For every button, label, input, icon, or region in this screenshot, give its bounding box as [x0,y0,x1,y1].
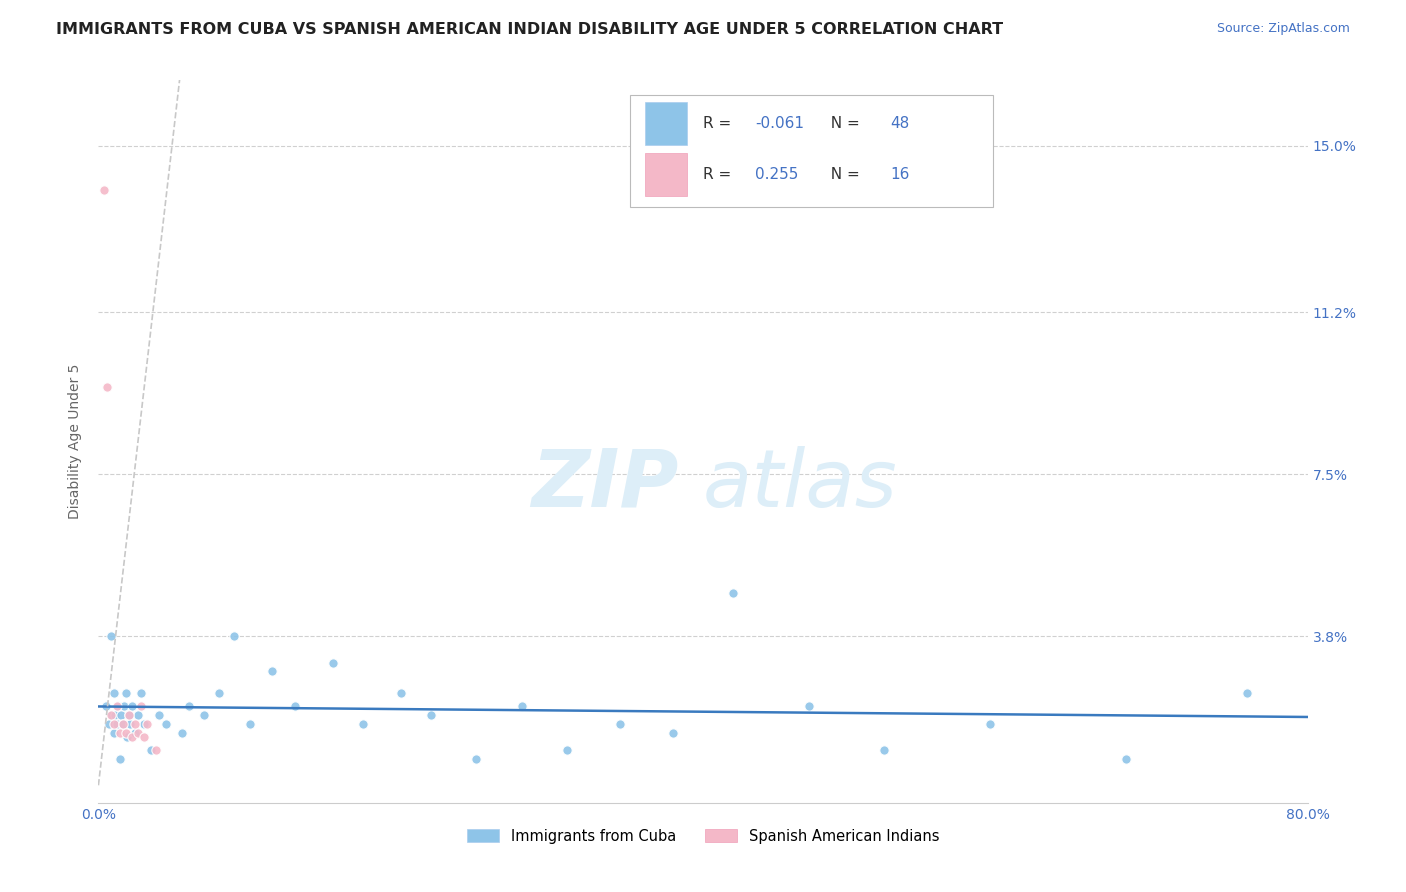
Point [118,708,141,723]
Text: N =: N = [821,116,865,131]
Point [132,730,155,744]
Point [96,380,118,394]
Point [420,708,443,723]
Point [110,708,132,723]
Point [94,699,117,714]
Point [661,725,683,739]
Point [389,686,412,700]
Point [121,699,143,714]
Point [284,699,307,714]
Point [129,699,152,714]
Point [1236,686,1258,700]
Point [105,717,128,731]
Point [239,717,262,731]
Point [129,686,152,700]
Point [104,708,127,723]
Point [141,743,163,757]
Text: 0.255: 0.255 [755,167,799,182]
Point [873,743,896,757]
Point [115,730,138,744]
Point [979,717,1001,731]
Point [555,743,578,757]
FancyBboxPatch shape [645,153,688,196]
Point [179,699,201,714]
Point [111,717,134,731]
Text: atlas: atlas [703,446,898,524]
Text: ZIP: ZIP [531,446,679,524]
Legend: Immigrants from Cuba, Spanish American Indians: Immigrants from Cuba, Spanish American I… [461,823,945,850]
FancyBboxPatch shape [630,95,993,207]
Point [224,629,246,643]
Point [105,699,128,714]
Y-axis label: Disability Age Under 5: Disability Age Under 5 [69,364,83,519]
Point [121,730,143,744]
Point [124,725,146,739]
Point [193,708,215,723]
Point [797,699,820,714]
Point [322,656,344,670]
Point [262,665,284,679]
Point [609,717,631,731]
Point [1115,752,1137,766]
Point [100,629,122,643]
Point [103,725,125,739]
Point [352,717,374,731]
Point [124,717,146,731]
Point [114,686,136,700]
Point [120,717,142,731]
Text: -0.061: -0.061 [755,116,804,131]
Text: 16: 16 [890,167,910,182]
Point [108,752,131,766]
Point [510,699,533,714]
Point [103,717,125,731]
Point [100,708,122,723]
Point [465,752,488,766]
Point [127,708,149,723]
Point [98,717,121,731]
Text: 48: 48 [890,116,910,131]
Point [208,686,231,700]
Text: Source: ZipAtlas.com: Source: ZipAtlas.com [1216,22,1350,36]
FancyBboxPatch shape [645,102,688,145]
Point [107,699,129,714]
Point [127,725,149,739]
Point [132,717,155,731]
Text: R =: R = [703,167,737,182]
Point [103,686,125,700]
Text: N =: N = [821,167,865,182]
Point [93,183,115,197]
Point [114,725,136,739]
Point [111,717,134,731]
Point [155,717,177,731]
Point [101,708,124,723]
Point [108,725,131,739]
Point [145,743,167,757]
Text: IMMIGRANTS FROM CUBA VS SPANISH AMERICAN INDIAN DISABILITY AGE UNDER 5 CORRELATI: IMMIGRANTS FROM CUBA VS SPANISH AMERICAN… [56,22,1004,37]
Point [148,708,170,723]
Point [135,717,157,731]
Point [112,699,135,714]
Text: R =: R = [703,116,737,131]
Point [723,585,745,599]
Point [170,725,193,739]
Point [118,708,141,723]
